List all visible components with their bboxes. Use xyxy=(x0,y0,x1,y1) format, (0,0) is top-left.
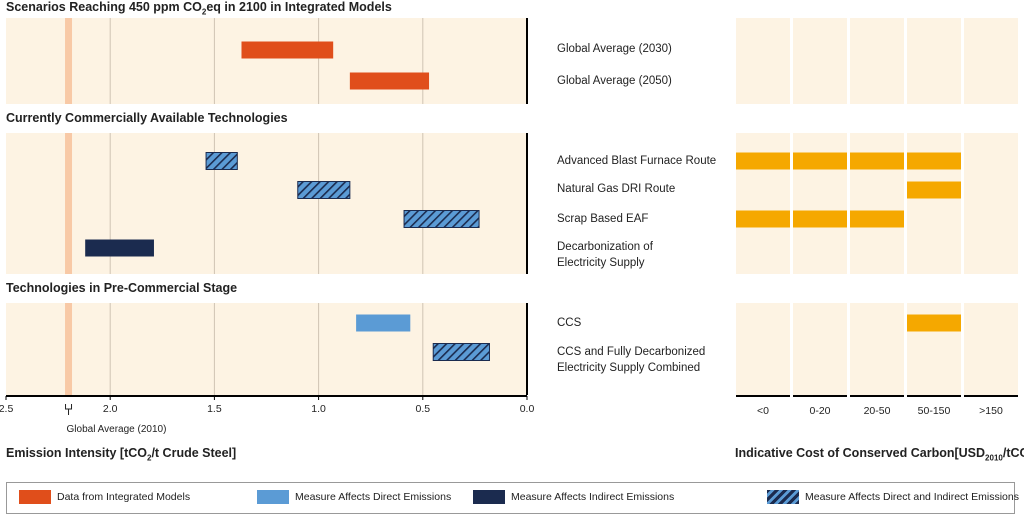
cost-column-label: 20-50 xyxy=(864,405,891,417)
legend-item-direct-emissions: Measure Affects Direct Emissions xyxy=(257,490,451,504)
cost-cell-bar xyxy=(907,181,961,199)
right-axis-title: Indicative Cost of Conserved Carbon[USD2… xyxy=(735,446,1024,463)
row-label-scrap-based-eaf: Scrap Based EAF xyxy=(557,213,649,225)
emission-panel-bg xyxy=(6,18,527,104)
emission-range-bar xyxy=(356,314,411,332)
row-label-advanced-blast-furnace: Advanced Blast Furnace Route xyxy=(557,155,717,167)
global-average-2010-band xyxy=(65,133,73,274)
row-label-global-average-2030: Global Average (2030) xyxy=(557,43,672,55)
legend-swatch-integrated xyxy=(19,490,51,504)
legend-item-indirect-emissions: Measure Affects Indirect Emissions xyxy=(473,490,674,504)
legend: Data from Integrated Models Measure Affe… xyxy=(6,482,1019,514)
emission-range-bar xyxy=(403,210,480,228)
cost-column-bg xyxy=(964,18,1018,104)
cost-column-bg xyxy=(964,303,1018,395)
cost-cell-bar xyxy=(907,314,961,332)
emission-range-bar xyxy=(349,72,430,90)
legend-swatch-indirect xyxy=(473,490,505,504)
row-label-ccs: CCS xyxy=(557,317,582,329)
global-average-2010-band xyxy=(65,303,73,395)
cost-column-bg xyxy=(736,18,790,104)
cost-column-bg xyxy=(850,303,904,395)
row-label-natural-gas-dri: Natural Gas DRI Route xyxy=(557,183,676,195)
x-tick-label: 1.5 xyxy=(207,403,222,415)
emission-cost-chart: 2.5 2.0 1.5 1.0 0.5 0.0 Global Average (2010) <… xyxy=(0,18,1018,435)
global-average-marker-icon xyxy=(65,404,73,415)
legend-swatch-direct-and-indirect xyxy=(767,490,799,504)
cost-column-label: 50-150 xyxy=(918,405,951,417)
x-tick-label: 2.5 xyxy=(0,403,13,415)
section-title-commercial-technologies: Currently Commercially Available Technol… xyxy=(6,111,288,125)
cost-column-bg xyxy=(793,303,847,395)
legend-item-direct-and-indirect: Measure Affects Direct and Indirect Emis… xyxy=(767,490,1019,504)
x-tick-label: 2.0 xyxy=(103,403,118,415)
cost-column-bg xyxy=(850,18,904,104)
row-label-global-average-2050: Global Average (2050) xyxy=(557,75,672,87)
x-tick-label: 1.0 xyxy=(311,403,326,415)
global-average-2010-band xyxy=(65,18,73,104)
emission-range-bar xyxy=(432,343,490,361)
x-tick-label: 0.0 xyxy=(520,403,535,415)
cost-cell-bar xyxy=(793,152,847,170)
emission-range-bar xyxy=(297,181,351,199)
cost-column-bg xyxy=(793,18,847,104)
cost-column-bg xyxy=(964,133,1018,274)
emission-range-bar xyxy=(241,41,334,59)
row-label-decarbonization-electricity: Decarbonization of Electricity Supply xyxy=(557,241,653,269)
cost-column-label: 0-20 xyxy=(809,405,830,417)
legend-swatch-direct xyxy=(257,490,289,504)
cost-column-label: >150 xyxy=(979,405,1003,417)
legend-item-integrated-models: Data from Integrated Models xyxy=(19,490,190,504)
cost-cell-bar xyxy=(736,152,790,170)
emission-range-bar xyxy=(85,239,154,257)
cost-cell-bar xyxy=(850,210,904,228)
cost-cell-bar xyxy=(793,210,847,228)
cost-cell-bar xyxy=(736,210,790,228)
cost-cell-bar xyxy=(850,152,904,170)
x-tick-label: 0.5 xyxy=(415,403,430,415)
emission-panel-bg xyxy=(6,133,527,274)
cost-column-bg xyxy=(736,303,790,395)
global-average-2010-label: Global Average (2010) xyxy=(67,424,167,435)
section-title-integrated-models: Scenarios Reaching 450 ppm CO2eq in 2100… xyxy=(6,0,392,17)
row-label-ccs-decarbonized-combined: CCS and Fully Decarbonized Electricity S… xyxy=(557,346,706,374)
cost-column-bg xyxy=(907,18,961,104)
left-axis-title: Emission Intensity [tCO2/t Crude Steel] xyxy=(6,446,237,463)
section-title-pre-commercial: Technologies in Pre-Commercial Stage xyxy=(6,281,238,295)
cost-column-label: <0 xyxy=(757,405,769,417)
cost-cell-bar xyxy=(907,152,961,170)
emission-range-bar xyxy=(205,152,238,170)
